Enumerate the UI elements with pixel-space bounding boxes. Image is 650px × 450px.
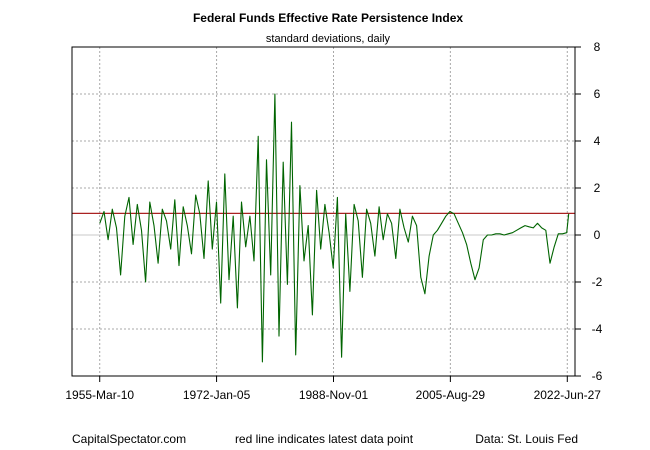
- footer-source-site: CapitalSpectator.com: [72, 432, 186, 446]
- chart-subtitle: standard deviations, daily: [266, 33, 391, 45]
- chart-title: Federal Funds Effective Rate Persistence…: [193, 11, 463, 25]
- x-tick-label: 1972-Jan-05: [183, 388, 251, 402]
- series-layer: [99, 93, 570, 363]
- series-line: [99, 93, 570, 363]
- x-tick-label: 1955-Mar-10: [65, 388, 134, 402]
- y-tick-label: 0: [594, 228, 601, 242]
- y-tick-label: -4: [592, 322, 603, 336]
- y-tick-label: 4: [594, 134, 601, 148]
- y-tick-label: 8: [594, 40, 601, 54]
- x-tick-label: 1988-Nov-01: [299, 388, 369, 402]
- y-tick-label: -2: [592, 275, 603, 289]
- plot-frame: [71, 46, 576, 377]
- footer-data-source: Data: St. Louis Fed: [475, 432, 578, 446]
- x-tick-label: 2022-Jun-27: [534, 388, 602, 402]
- y-tick-label: 6: [594, 87, 601, 101]
- grid: [72, 46, 575, 377]
- y-tick-label: -6: [592, 369, 603, 383]
- x-axis: 1955-Mar-10 1972-Jan-05 1988-Nov-01 2005-Au…: [65, 376, 601, 402]
- footer-note: red line indicates latest data point: [235, 432, 414, 446]
- y-axis: -6 -4 -2 0 2 4 6 8: [575, 40, 603, 383]
- y-tick-label: 2: [594, 181, 601, 195]
- x-tick-label: 2005-Aug-29: [416, 388, 486, 402]
